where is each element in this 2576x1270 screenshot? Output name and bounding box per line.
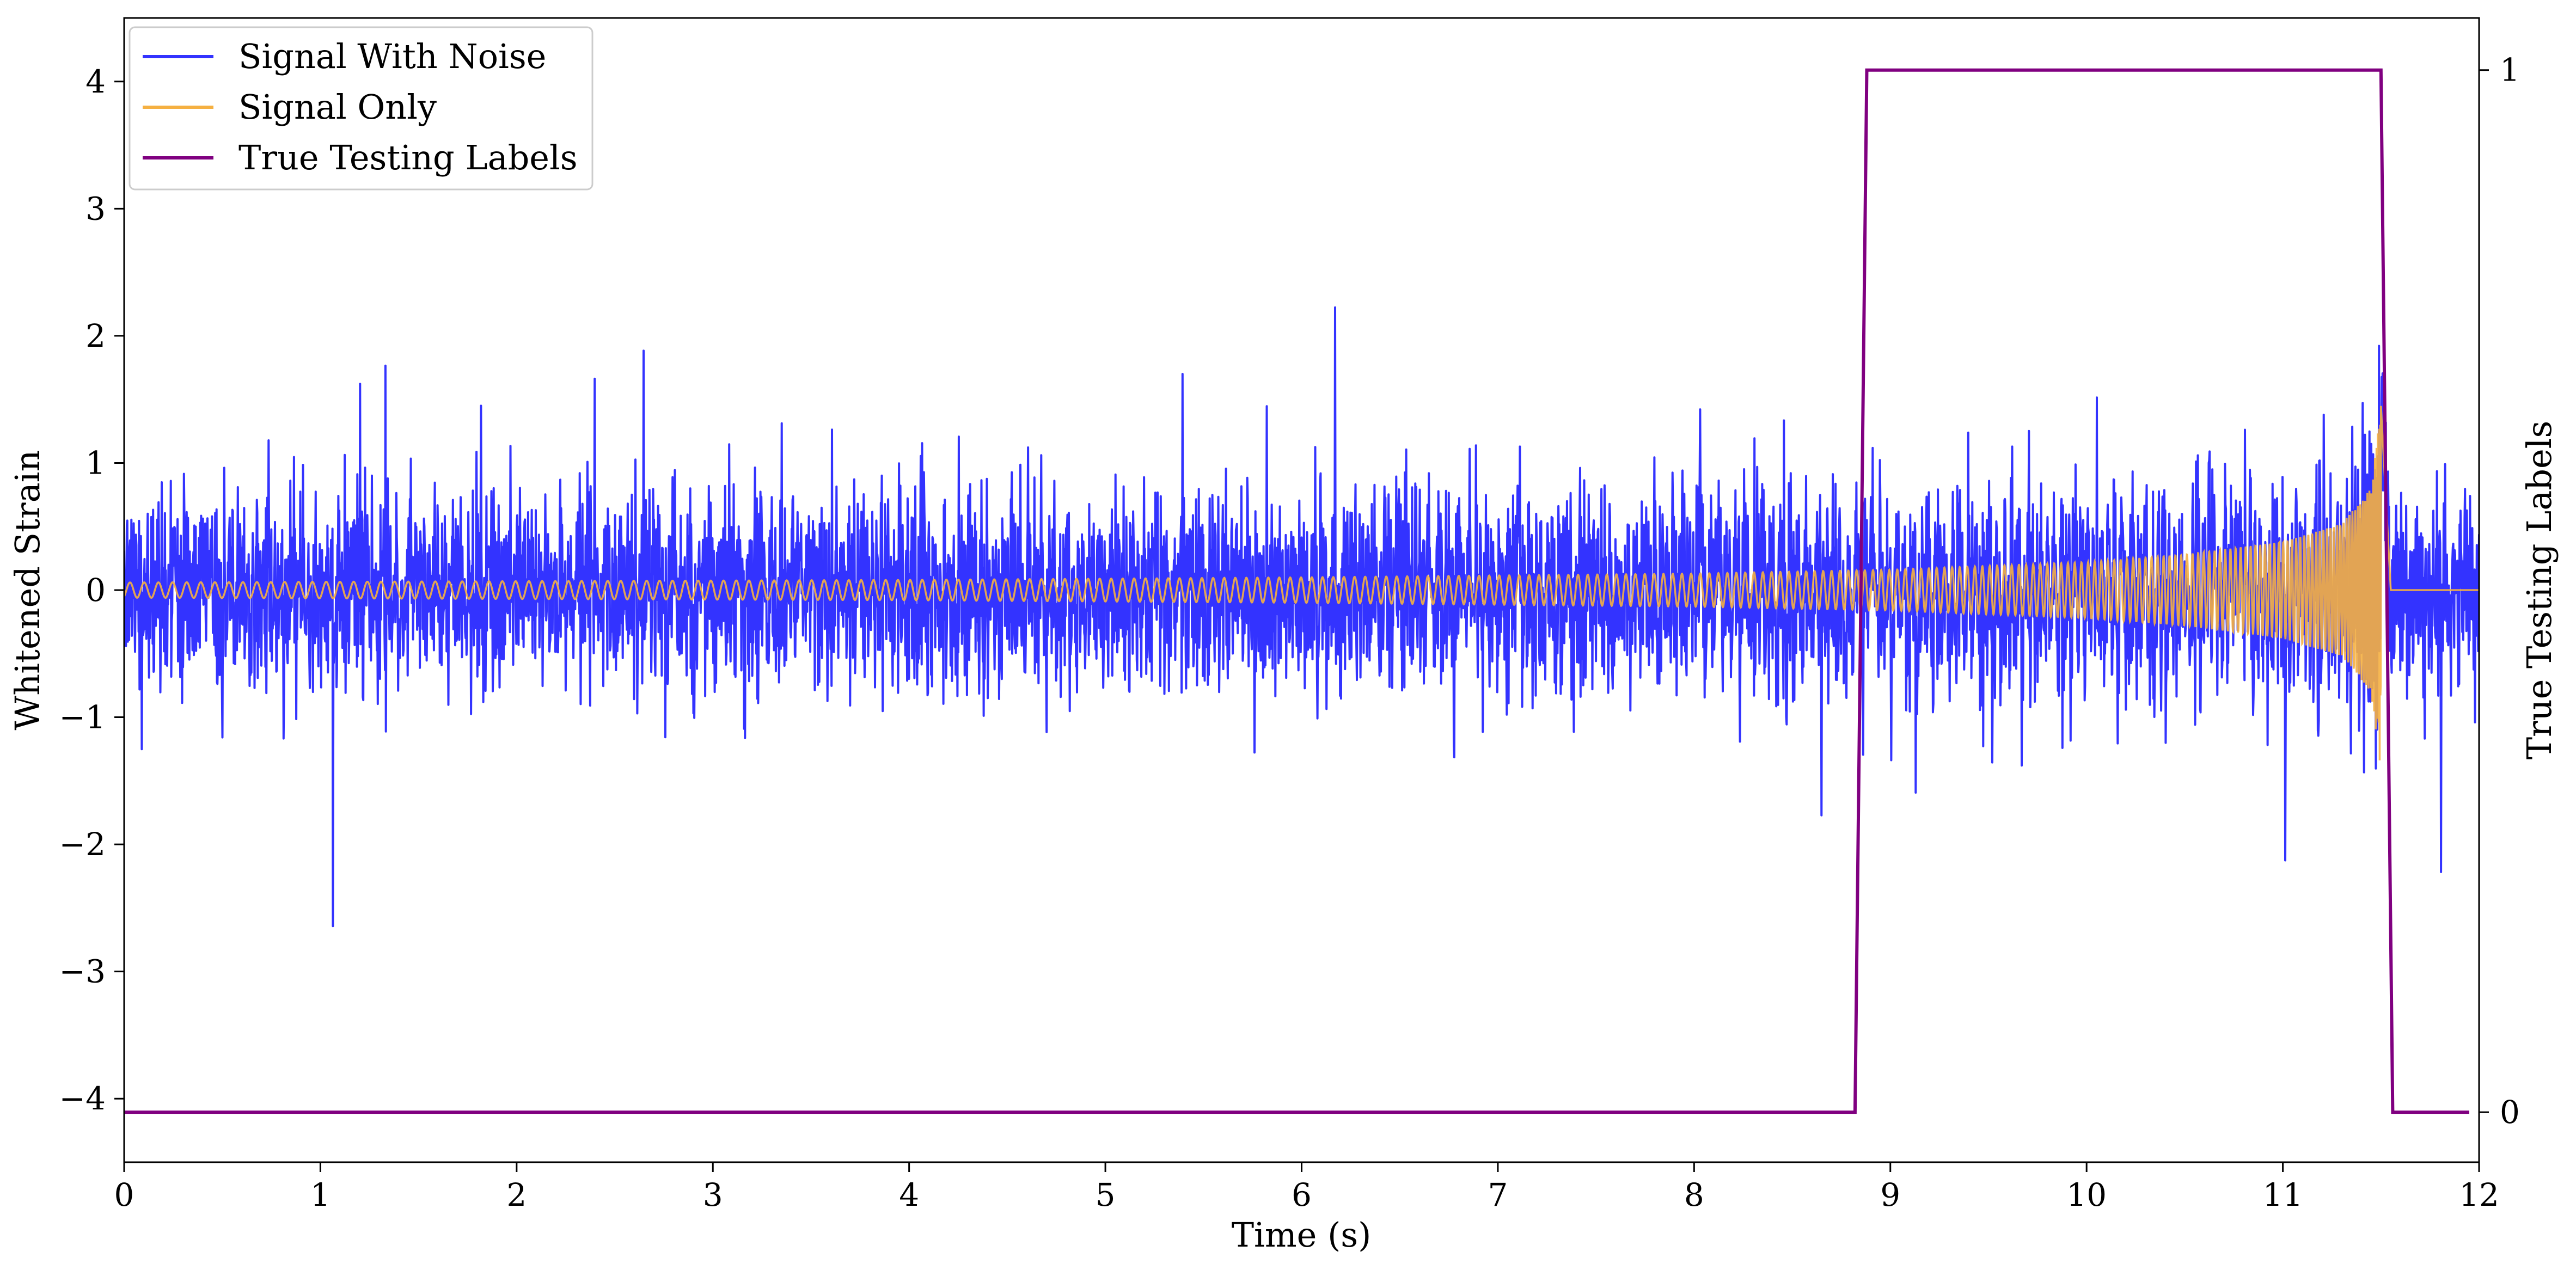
legend-entry: Signal With Noise	[238, 36, 546, 76]
x-axis: 0 1 2 3 4 5 6 7 8 9 10 11 12	[114, 1162, 2499, 1213]
x-tick-label: 8	[1684, 1176, 1704, 1213]
x-tick-label: 10	[2066, 1176, 2107, 1213]
series-true-testing-labels	[124, 68, 2469, 1114]
y-tick-label: −3	[59, 953, 106, 990]
x-tick-label: 4	[899, 1176, 919, 1213]
series-signal-only	[124, 406, 2479, 760]
y-axis-label: Whitened Strain	[8, 450, 47, 731]
x-tick-label: 11	[2263, 1176, 2303, 1213]
x-tick-label: 2	[506, 1176, 527, 1213]
legend-box	[129, 26, 593, 191]
x-tick-label: 6	[1292, 1176, 1312, 1213]
y2-tick-label: 1	[2500, 52, 2520, 89]
y-tick-label: −2	[59, 826, 106, 863]
legend-entry: Signal Only	[238, 87, 437, 127]
x-tick-label: 9	[1880, 1176, 1900, 1213]
y2-axis-label: True Testing Labels	[2519, 421, 2559, 760]
y-tick-label: 0	[85, 572, 106, 609]
y-tick-label: −1	[59, 699, 106, 736]
y-tick-label: 1	[85, 444, 106, 481]
legend-entry: True Testing Labels	[238, 138, 578, 177]
y-tick-label: 4	[85, 63, 106, 100]
x-tick-label: 12	[2459, 1176, 2499, 1213]
x-tick-label: 1	[310, 1176, 331, 1213]
x-tick-label: 7	[1488, 1176, 1508, 1213]
y-tick-label: 2	[85, 317, 106, 354]
legend: Signal With Noise Signal Only True Testing…	[129, 26, 593, 191]
x-tick-label: 0	[114, 1176, 134, 1213]
x-tick-label: 5	[1096, 1176, 1116, 1213]
y2-tick-label: 0	[2500, 1094, 2520, 1131]
y-axis: 4 3 2 1 0 −1 −2 −3 −4	[59, 63, 124, 1117]
x-tick-label: 3	[703, 1176, 723, 1213]
y-tick-label: 3	[85, 190, 106, 227]
plot-area	[124, 68, 2479, 1114]
x-axis-label: Time (s)	[1232, 1215, 1372, 1255]
y-tick-label: −4	[59, 1080, 106, 1117]
y2-axis: 10	[2479, 52, 2520, 1131]
